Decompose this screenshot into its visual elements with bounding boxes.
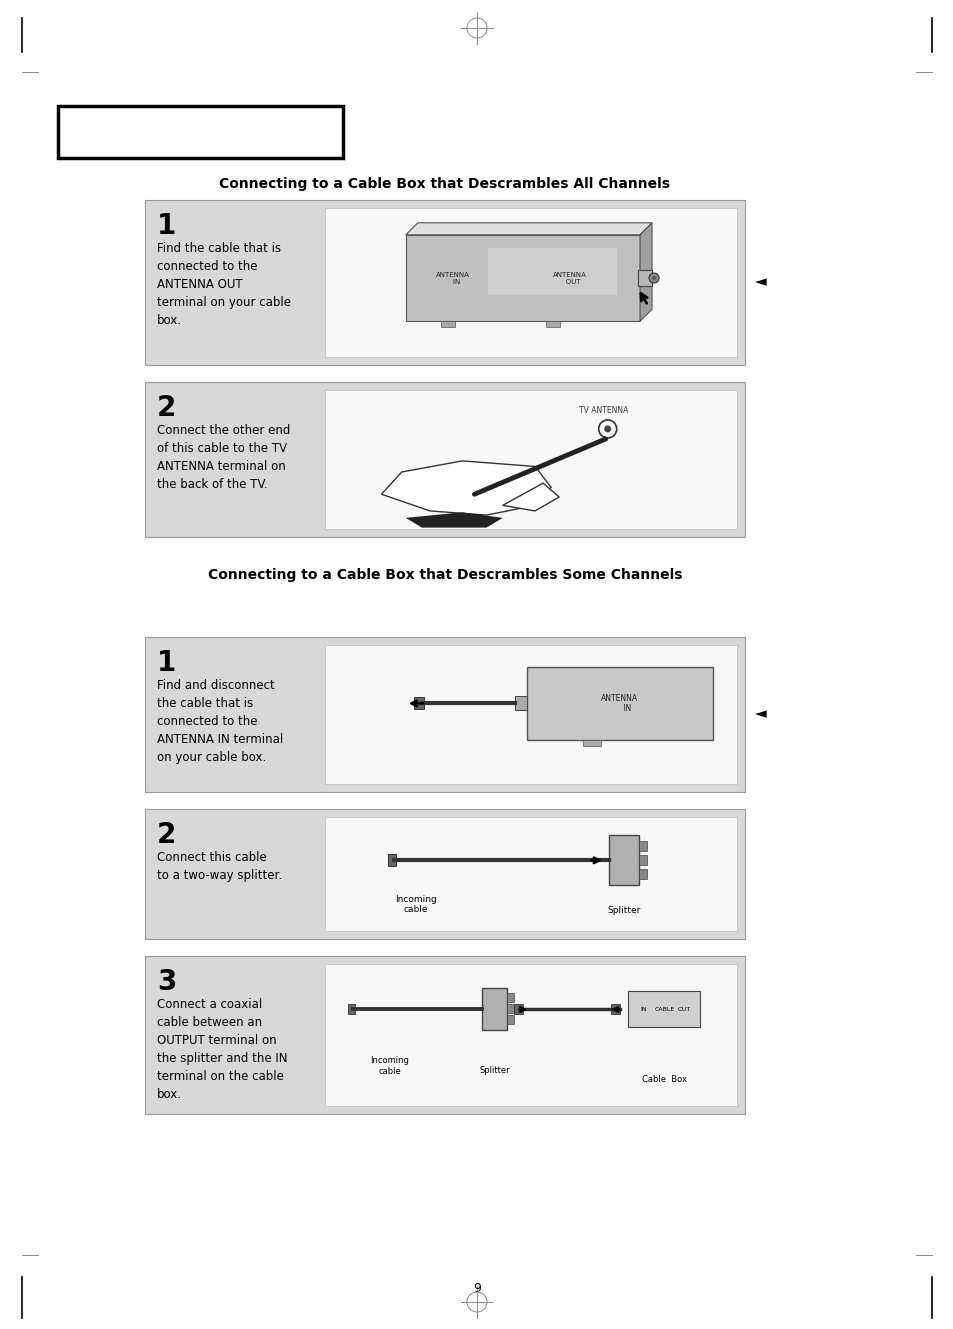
Text: 9: 9 (473, 1281, 480, 1294)
Polygon shape (405, 512, 502, 528)
Text: 1: 1 (157, 649, 176, 676)
Bar (507, 1015, 514, 1025)
Text: TV ANTENNA: TV ANTENNA (578, 407, 628, 416)
Text: Incoming
cable: Incoming cable (395, 894, 436, 914)
Bar (611, 1005, 619, 1014)
Text: ANTENNA
    IN: ANTENNA IN (436, 271, 469, 284)
Text: ANTENNA
   OUT: ANTENNA OUT (552, 271, 586, 284)
Text: 3: 3 (157, 968, 176, 995)
Text: Splitter: Splitter (478, 1066, 509, 1075)
Bar (507, 994, 514, 1002)
Bar (325, 817, 737, 932)
Bar (325, 209, 737, 358)
Text: Connect a coaxial
cable between an
OUTPUT terminal on
the splitter and the IN
te: Connect a coaxial cable between an OUTPU… (157, 998, 287, 1100)
Bar (325, 964, 737, 1106)
Bar (414, 698, 423, 710)
Bar (145, 381, 744, 537)
Text: Find and disconnect
the cable that is
connected to the
ANTENNA IN terminal
on yo: Find and disconnect the cable that is co… (157, 679, 283, 764)
Text: 2: 2 (157, 821, 176, 849)
Text: CABLE: CABLE (654, 1007, 674, 1011)
Text: Incoming
cable: Incoming cable (370, 1057, 409, 1075)
Text: Connect the other end
of this cable to the TV
ANTENNA terminal on
the back of th: Connect the other end of this cable to t… (157, 424, 290, 490)
Bar (582, 739, 600, 746)
Bar (639, 869, 646, 880)
Text: ◄: ◄ (754, 707, 766, 722)
Text: ◄: ◄ (754, 275, 766, 290)
Bar (639, 841, 646, 852)
Text: OUT: OUT (677, 1007, 690, 1011)
Polygon shape (405, 223, 651, 235)
Bar (507, 1005, 514, 1014)
Bar (487, 247, 616, 295)
Bar (325, 389, 737, 529)
Circle shape (603, 425, 611, 432)
Circle shape (648, 272, 659, 283)
Text: 1: 1 (157, 213, 176, 241)
Bar (481, 989, 507, 1030)
Text: Connecting to a Cable Box that Descrambles All Channels: Connecting to a Cable Box that Descrambl… (219, 177, 670, 191)
Bar (145, 637, 744, 792)
Bar (58, 106, 343, 158)
Bar (515, 696, 526, 711)
Text: 2: 2 (157, 393, 176, 423)
Bar (145, 199, 744, 365)
Bar (348, 1005, 355, 1014)
Text: Cable  Box: Cable Box (641, 1075, 686, 1083)
Text: Connecting to a Cable Box that Descrambles Some Channels: Connecting to a Cable Box that Descrambl… (208, 567, 681, 582)
Bar (526, 667, 712, 739)
Text: IN: IN (640, 1007, 647, 1011)
Polygon shape (502, 484, 558, 510)
Bar (440, 322, 455, 327)
Bar (145, 809, 744, 940)
Bar (405, 235, 639, 322)
Bar (387, 855, 395, 867)
Text: ANTENNA
      IN: ANTENNA IN (600, 694, 638, 714)
Bar (639, 856, 646, 865)
Bar (325, 645, 737, 784)
Bar (514, 1005, 522, 1014)
Bar (628, 991, 700, 1027)
Bar (608, 836, 639, 885)
Bar (145, 956, 744, 1114)
Bar (546, 322, 559, 327)
Text: Find the cable that is
connected to the
ANTENNA OUT
terminal on your cable
box.: Find the cable that is connected to the … (157, 242, 291, 327)
Text: Connect this cable
to a two-way splitter.: Connect this cable to a two-way splitter… (157, 851, 282, 882)
Circle shape (651, 276, 656, 280)
Text: Splitter: Splitter (606, 906, 639, 914)
Bar (638, 270, 651, 286)
Polygon shape (639, 223, 651, 322)
Polygon shape (381, 461, 551, 516)
